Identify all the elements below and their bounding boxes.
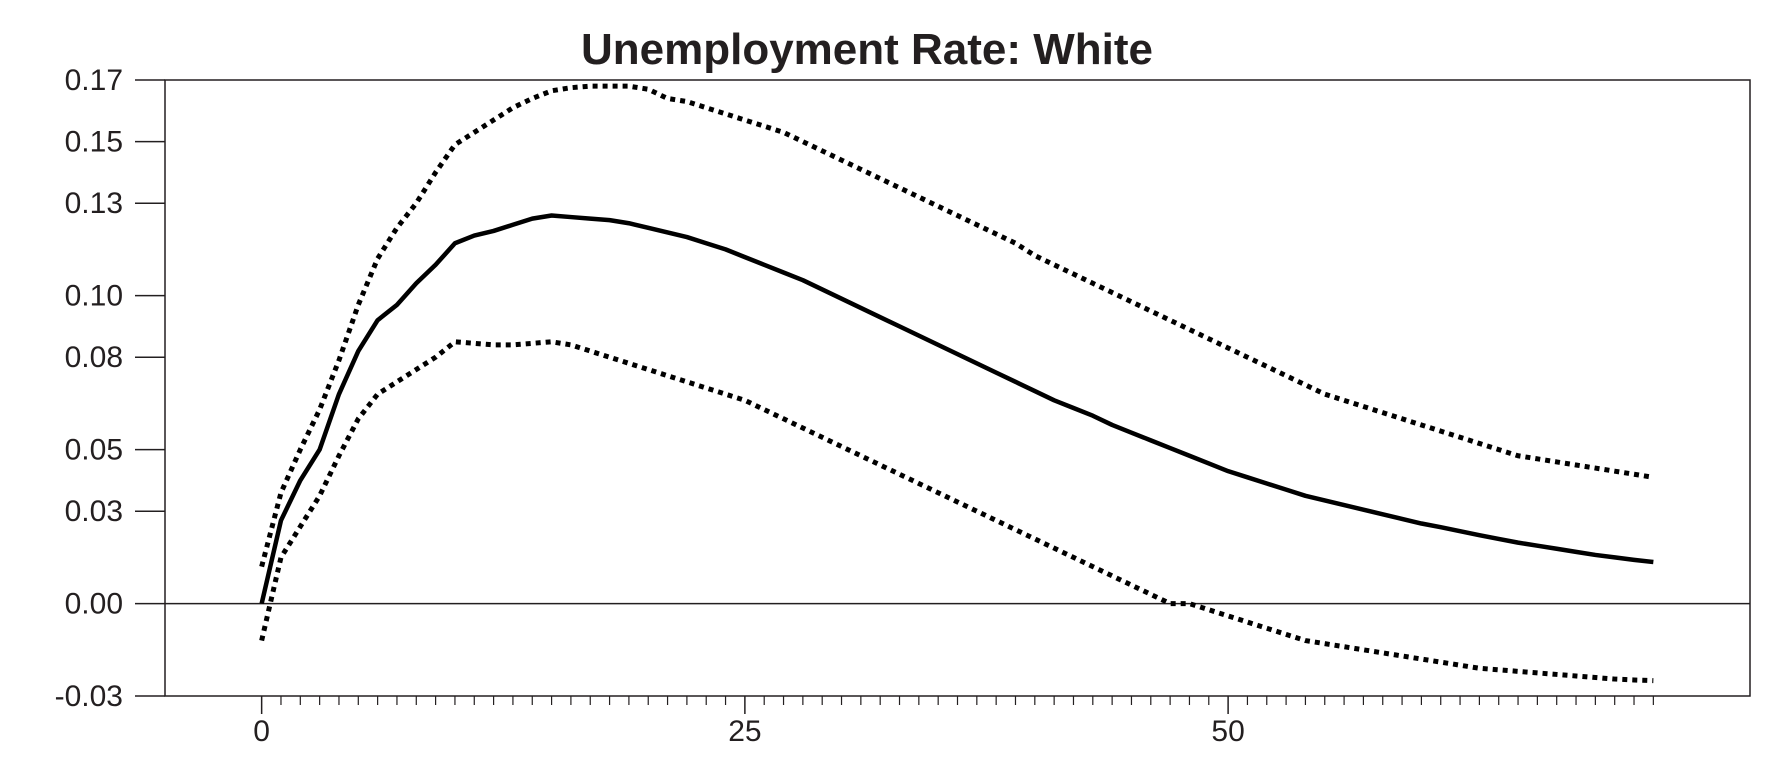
y-tick-label: 0.00 [65, 588, 123, 621]
y-tick-label: 0.05 [65, 434, 123, 467]
chart-title: Unemployment Rate: White [581, 25, 1153, 74]
y-tick-label: 0.15 [65, 126, 123, 159]
upper-band-line [259, 83, 1654, 568]
y-tick-label: 0.17 [65, 64, 123, 97]
y-tick-label: 0.13 [65, 187, 123, 220]
x-axis: 0 25 50 [253, 696, 1654, 748]
x-tick-label: 50 [1211, 715, 1244, 748]
y-tick-label: 0.03 [65, 495, 123, 528]
x-tick-label: 0 [253, 715, 270, 748]
y-tick-label: 0.10 [65, 280, 123, 313]
series-layer [259, 83, 1654, 684]
response-line [259, 213, 1654, 605]
x-tick-label: 25 [728, 715, 761, 748]
y-tick-label: -0.03 [55, 680, 123, 713]
y-axis: -0.03 0.00 0.03 0.05 0.08 0.10 0.13 0.15 0.17 [55, 64, 165, 713]
y-tick-label: 0.08 [65, 341, 123, 374]
lower-band-line [259, 339, 1654, 684]
